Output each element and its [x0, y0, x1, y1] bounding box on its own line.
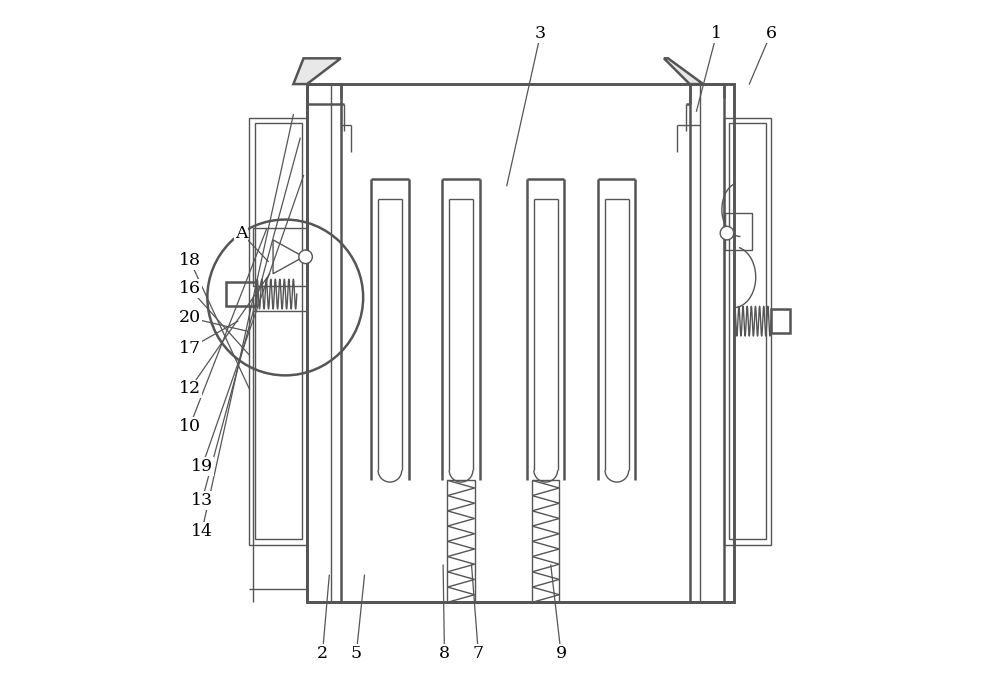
Circle shape: [299, 250, 312, 264]
Bar: [724, 118, 771, 545]
Bar: [307, 84, 341, 602]
Text: 6: 6: [765, 25, 776, 42]
Text: 5: 5: [351, 645, 362, 662]
Bar: [771, 309, 790, 333]
Text: 16: 16: [179, 280, 201, 297]
Bar: [249, 118, 307, 545]
Bar: [253, 228, 307, 285]
Text: 1: 1: [711, 25, 722, 42]
Text: 17: 17: [179, 339, 201, 357]
Text: A: A: [235, 225, 247, 242]
Bar: [725, 213, 752, 250]
Bar: [307, 84, 734, 602]
Text: 9: 9: [555, 645, 567, 662]
Text: 18: 18: [179, 252, 201, 268]
Text: 19: 19: [191, 458, 213, 475]
Circle shape: [720, 226, 734, 240]
Text: 3: 3: [535, 25, 546, 42]
Text: 10: 10: [179, 418, 201, 434]
Polygon shape: [293, 58, 341, 84]
Bar: [226, 282, 256, 306]
Bar: [447, 480, 475, 602]
Text: 2: 2: [317, 645, 328, 662]
Bar: [255, 124, 302, 540]
Text: 13: 13: [191, 492, 213, 510]
Text: 7: 7: [473, 645, 484, 662]
Bar: [729, 124, 766, 540]
Bar: [532, 480, 559, 602]
Polygon shape: [664, 58, 703, 84]
Text: 8: 8: [439, 645, 450, 662]
Text: 20: 20: [179, 309, 201, 326]
Text: 14: 14: [191, 522, 213, 540]
Text: 12: 12: [179, 380, 201, 398]
Bar: [690, 84, 724, 602]
